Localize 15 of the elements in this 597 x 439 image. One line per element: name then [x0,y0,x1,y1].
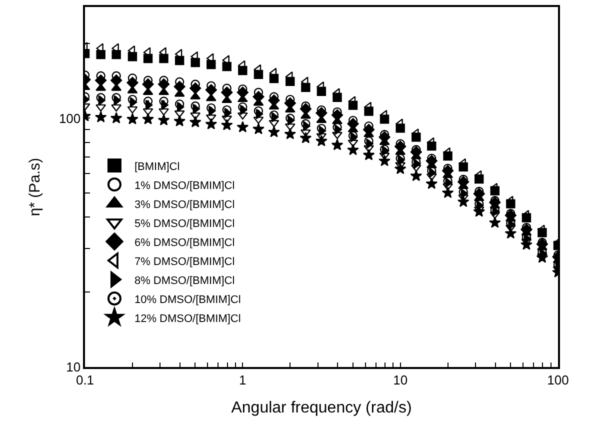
legend-label: 5% DMSO/[BMIM]Cl [134,218,235,230]
legend-label: [BMIM]Cl [134,160,180,173]
y-axis-title: η* (Pa.s) [26,158,44,216]
x-tick-label: 0.1 [76,372,94,388]
legend-label: 12% DMSO/[BMIM]Cl [134,312,241,325]
legend-label: 6% DMSO/[BMIM]Cl [134,236,235,249]
legend-label: 1% DMSO/[BMIM]Cl [134,180,235,192]
legend-label: 7% DMSO/[BMIM]Cl [134,256,235,268]
x-axis-title: Angular frequency (rad/s) [231,400,412,417]
x-tick-label: 10 [393,372,408,388]
legend-label: 8% DMSO/[BMIM]Cl [134,274,235,287]
legend-label: 10% DMSO/[BMIM]Cl [134,294,241,306]
x-tick-label: 1 [239,372,246,388]
x-tick-label: 100 [547,372,569,388]
legend-label: 3% DMSO/[BMIM]Cl [134,198,235,211]
